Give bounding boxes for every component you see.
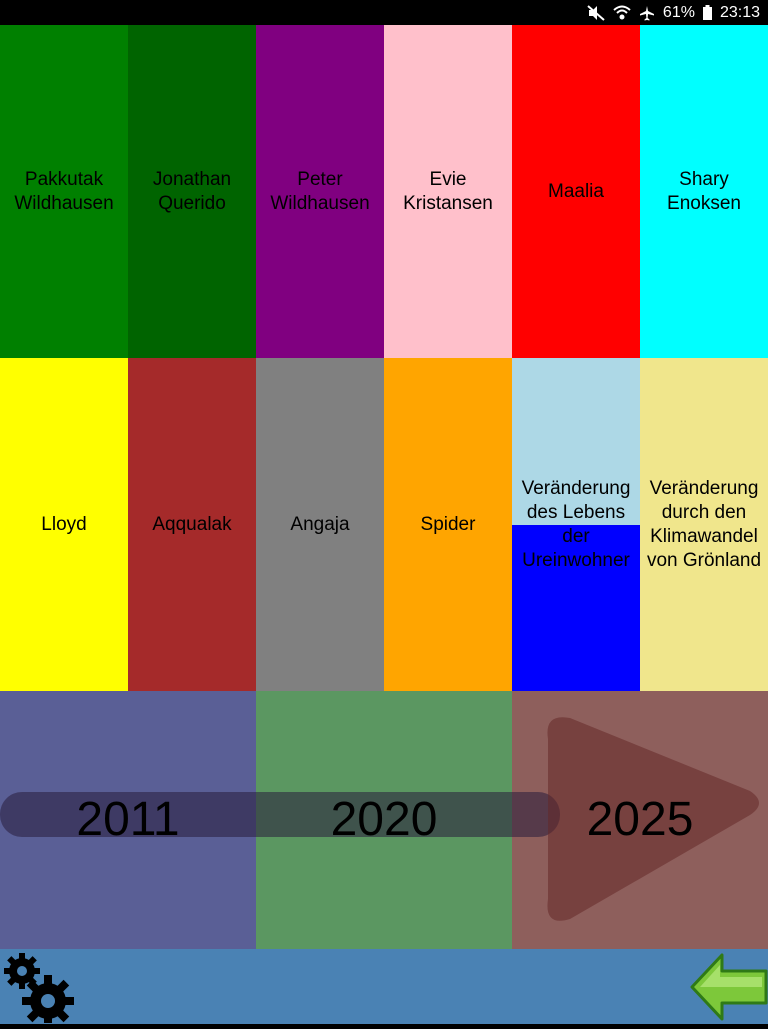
tile-label: Shary Enoksen <box>667 168 741 214</box>
gears-icon <box>4 953 74 1027</box>
back-button[interactable] <box>688 949 768 1024</box>
tile-label: Jonathan Querido <box>152 168 232 214</box>
tile-label: Angaja <box>290 513 350 535</box>
battery-percent: 61% <box>662 3 695 21</box>
year-label-2011: 2011 <box>76 793 180 846</box>
tile-pakkutak-wildhausen[interactable]: Pakkutak Wildhausen <box>0 25 128 358</box>
tile-label: Peter Wildhausen <box>270 168 370 214</box>
tile-aqqualak[interactable]: Aqqualak <box>128 358 256 691</box>
wifi-icon <box>613 5 631 21</box>
timeline: 2011 2020 2025 <box>0 691 768 949</box>
tile-veraenderung-klimawandel[interactable]: Veränderung durch den Klimawandel von Gr… <box>640 358 768 691</box>
tile-label: Lloyd <box>41 513 87 535</box>
tile-label: Evie Kristansen <box>403 168 493 214</box>
tile-label: Maalia <box>548 180 604 202</box>
tile-veraenderung-lebens-ureinwohner[interactable]: Veränderung des Lebens der Ureinwohner <box>512 358 640 691</box>
tile-split-bottom <box>512 524 640 691</box>
tile-split-top <box>512 358 640 525</box>
tile-label: Pakkutak Wildhausen <box>14 168 114 214</box>
tile-peter-wildhausen[interactable]: Peter Wildhausen <box>256 25 384 358</box>
mute-icon <box>587 4 605 21</box>
tile-evie-kristansen[interactable]: Evie Kristansen <box>384 25 512 358</box>
tile-lloyd[interactable]: Lloyd <box>0 358 128 691</box>
tile-angaja[interactable]: Angaja <box>256 358 384 691</box>
airplane-icon <box>639 5 655 21</box>
clock: 23:13 <box>719 3 760 21</box>
year-label-2020: 2020 <box>330 793 438 846</box>
tile-spider[interactable]: Spider <box>384 358 512 691</box>
character-grid: Pakkutak Wildhausen Jonathan Querido Pet… <box>0 25 768 691</box>
status-bar: 61% 23:13 <box>0 0 768 25</box>
tile-label: Veränderung durch den Klimawandel von Gr… <box>646 477 762 571</box>
tile-label: Spider <box>420 513 476 535</box>
year-label-2025: 2025 <box>586 793 694 846</box>
tile-label: Aqqualak <box>152 513 232 535</box>
tile-jonathan-querido[interactable]: Jonathan Querido <box>128 25 256 358</box>
tile-label: Veränderung des Lebens der Ureinwohner <box>521 477 631 571</box>
battery-icon <box>702 5 712 20</box>
back-arrow-icon <box>690 953 768 1021</box>
settings-button[interactable] <box>2 951 74 1027</box>
tile-maalia[interactable]: Maalia <box>512 25 640 358</box>
tile-shary-enoksen[interactable]: Shary Enoksen <box>640 25 768 358</box>
bottom-bar <box>0 949 768 1027</box>
